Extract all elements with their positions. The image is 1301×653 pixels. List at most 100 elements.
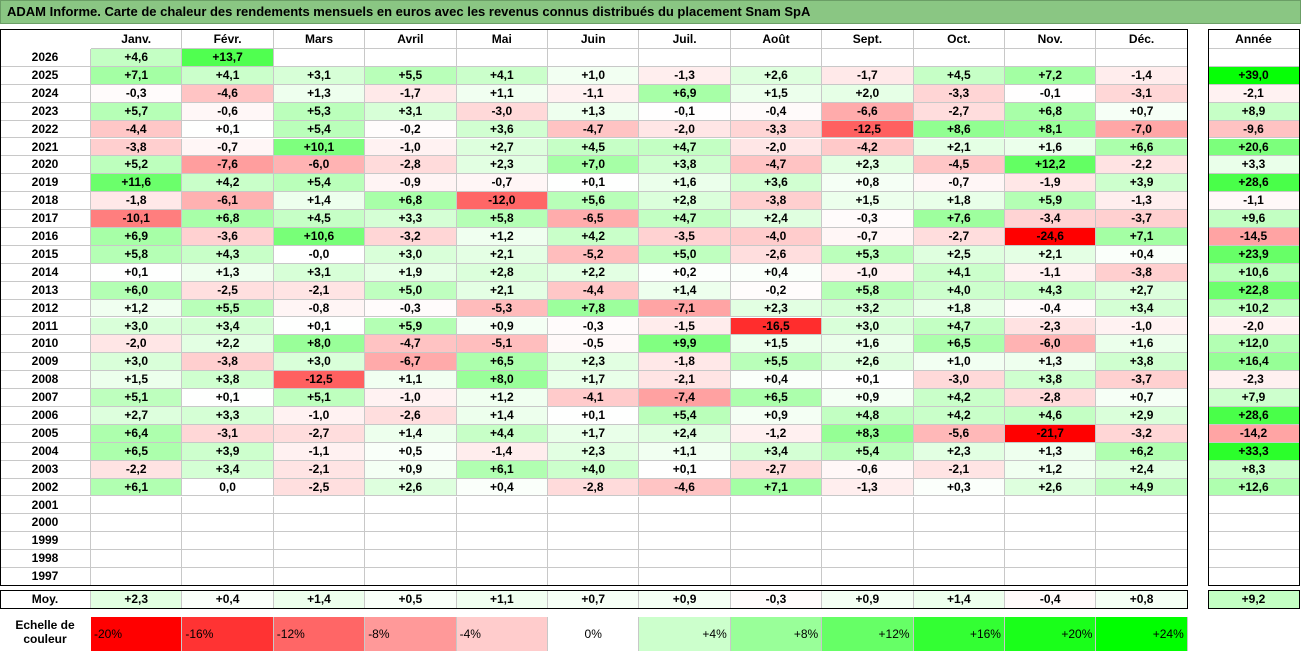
heatmap-cell: +5,2	[91, 156, 183, 175]
heatmap-cell: +3,4	[182, 460, 274, 479]
heatmap-cell: -1,2	[730, 424, 823, 443]
heatmap-cell: +1,0	[548, 66, 640, 85]
heatmap-cell: +4,0	[913, 281, 1005, 300]
heatmap-cell: +1,2	[91, 299, 183, 318]
heatmap-cell	[91, 514, 183, 533]
heatmap-cell: -0,2	[365, 120, 457, 139]
average-cell: +0,9	[639, 590, 731, 609]
heatmap-cell: +1,1	[639, 442, 731, 461]
heatmap-cell	[639, 568, 731, 586]
heatmap-cell: +1,8	[913, 192, 1005, 211]
heatmap-cell: -2,8	[365, 156, 457, 175]
heatmap-cell: +2,7	[456, 138, 548, 157]
heatmap-cell	[1096, 532, 1188, 551]
average-label: Moy.	[0, 590, 91, 609]
year-label: 2007	[0, 389, 91, 407]
heatmap-cell: +0,4	[730, 263, 823, 282]
heatmap-cell: +1,7	[548, 424, 640, 443]
heatmap-cell	[913, 532, 1005, 551]
heatmap-cell: +0,7	[1096, 389, 1188, 407]
color-scale-step: +24%	[1096, 617, 1188, 651]
heatmap-cell: -3,0	[913, 371, 1005, 390]
heatmap-cell: +2,7	[1096, 281, 1188, 300]
heatmap-cell	[548, 49, 640, 67]
heatmap-cell	[548, 532, 640, 551]
color-scale-step: -12%	[273, 617, 366, 651]
heatmap-cell	[1096, 49, 1188, 67]
heatmap-cell: +8,0	[456, 371, 548, 390]
heatmap-cell: +6,9	[91, 228, 183, 246]
year-label: 2020	[0, 156, 91, 175]
annual-cell: +33,3	[1208, 442, 1300, 461]
month-header: Mars	[273, 29, 366, 49]
heatmap-cell: -0,1	[639, 102, 731, 121]
month-header: Nov.	[1005, 29, 1097, 49]
heatmap-cell: +2,3	[913, 442, 1005, 461]
heatmap-cell: -1,3	[639, 66, 731, 85]
heatmap-cell: +3,0	[822, 317, 914, 336]
heatmap-cell: -2,3	[1005, 317, 1097, 336]
heatmap-cell: +6,5	[913, 335, 1005, 354]
heatmap-cell: +4,2	[548, 228, 640, 246]
heatmap-cell: +6,1	[456, 460, 548, 479]
heatmap-cell: +6,6	[1096, 138, 1188, 157]
heatmap-cell: -4,7	[548, 120, 640, 139]
heatmap-cell	[273, 568, 366, 586]
heatmap-cell: -0,2	[730, 281, 823, 300]
heatmap-cell	[730, 496, 823, 515]
heatmap-cell: +2,3	[822, 156, 914, 175]
heatmap-cell: +0,9	[456, 317, 548, 336]
heatmap-cell: +5,8	[456, 210, 548, 228]
year-label: 2011	[0, 317, 91, 336]
average-cell: +1,4	[913, 590, 1005, 609]
heatmap-cell: +1,1	[456, 84, 548, 103]
heatmap-cell: -3,2	[365, 228, 457, 246]
heatmap-cell: +3,1	[365, 102, 457, 121]
color-scale-step: +20%	[1005, 617, 1097, 651]
heatmap-cell: +1,6	[822, 335, 914, 354]
heatmap-cell: +7,1	[91, 66, 183, 85]
heatmap-cell: -0,6	[822, 460, 914, 479]
heatmap-cell: -1,0	[822, 263, 914, 282]
annual-cell: +12,0	[1208, 335, 1300, 354]
annual-cell: -9,6	[1208, 120, 1300, 139]
heatmap-cell	[365, 514, 457, 533]
month-header: Févr.	[182, 29, 274, 49]
heatmap-cell: +4,6	[1005, 407, 1097, 425]
heatmap-cell: -3,1	[1096, 84, 1188, 103]
heatmap-cell: +0,9	[822, 389, 914, 407]
heatmap-cell: -6,7	[365, 353, 457, 372]
heatmap-cell: +0,1	[273, 317, 366, 336]
heatmap-cell: -2,1	[913, 460, 1005, 479]
average-cell: +0,4	[182, 590, 274, 609]
heatmap-cell: +4,8	[822, 407, 914, 425]
heatmap-cell: +4,5	[548, 138, 640, 157]
year-label: 2017	[0, 210, 91, 228]
heatmap-cell: +5,3	[822, 245, 914, 264]
heatmap-cell: +1,1	[365, 371, 457, 390]
heatmap-cell: +0,4	[456, 478, 548, 497]
heatmap-cell: +4,7	[639, 210, 731, 228]
heatmap-cell: -12,5	[273, 371, 366, 390]
heatmap-cell: -2,0	[730, 138, 823, 157]
color-scale-step: -16%	[182, 617, 274, 651]
heatmap-cell: +3,0	[91, 353, 183, 372]
heatmap-cell: +1,8	[913, 299, 1005, 318]
heatmap-cell: +4,4	[456, 424, 548, 443]
heatmap-cell: +4,5	[913, 66, 1005, 85]
annual-cell: +10,6	[1208, 263, 1300, 282]
heatmap-cell	[365, 496, 457, 515]
heatmap-cell: +1,7	[548, 371, 640, 390]
heatmap-cell: +3,3	[182, 407, 274, 425]
heatmap-cell: -3,8	[730, 192, 823, 211]
heatmap-cell: +0,4	[730, 371, 823, 390]
heatmap-cell	[639, 496, 731, 515]
heatmap-cell: -0,6	[182, 102, 274, 121]
heatmap-cell: +2,3	[730, 299, 823, 318]
heatmap-grid: Janv. Févr. Mars Avril Mai Juin Juil. Août Sept.…	[0, 29, 1301, 611]
year-label: 2022	[0, 120, 91, 139]
annual-cell: +16,4	[1208, 353, 1300, 372]
heatmap-cell: +3,2	[822, 299, 914, 318]
heatmap-cell: +4,7	[913, 317, 1005, 336]
heatmap-cell: -2,6	[730, 245, 823, 264]
